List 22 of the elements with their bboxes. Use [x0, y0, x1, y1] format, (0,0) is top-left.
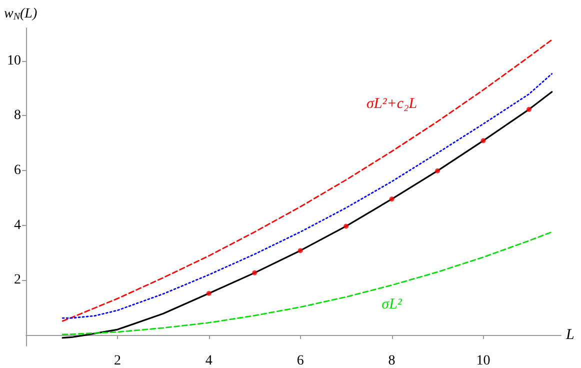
x-axis-title: L: [565, 327, 574, 344]
y-tick-label: 6: [14, 163, 21, 178]
line-series: [62, 231, 553, 336]
x-tick-label: 10: [476, 354, 490, 368]
point: [252, 270, 258, 276]
x-tick-label: 4: [205, 354, 212, 368]
x-tick-label: 2: [114, 354, 121, 368]
x-tick-label: 6: [296, 354, 304, 368]
y-tick-label: 8: [14, 108, 21, 124]
point: [435, 168, 440, 174]
point: [344, 224, 349, 229]
series-label: σL²: [382, 296, 402, 313]
point: [480, 138, 486, 144]
point: [206, 290, 212, 296]
point: [389, 196, 394, 202]
series-label: σL²+c₂L: [366, 96, 418, 112]
y-tick-label: 4: [14, 218, 21, 233]
point: [298, 248, 303, 254]
x-tick-label: 8: [388, 354, 396, 368]
y-tick-label: 10: [7, 53, 21, 68]
point: [526, 106, 532, 112]
y-tick-label: 2: [14, 272, 21, 288]
